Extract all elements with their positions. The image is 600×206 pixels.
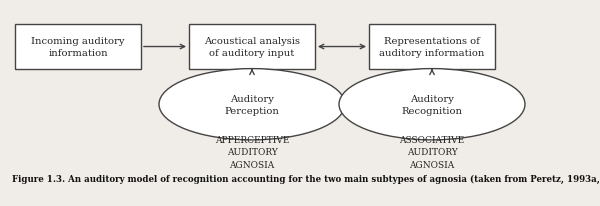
- FancyBboxPatch shape: [15, 25, 141, 70]
- Text: ASSOCIATIVE
AUDITORY
AGNOSIA: ASSOCIATIVE AUDITORY AGNOSIA: [400, 135, 464, 169]
- Ellipse shape: [339, 69, 525, 140]
- Text: Acoustical analysis
of auditory input: Acoustical analysis of auditory input: [204, 37, 300, 58]
- Text: Figure 1.3. An auditory model of recognition accounting for the two main subtype: Figure 1.3. An auditory model of recogni…: [12, 174, 600, 184]
- Text: APPERCEPTIVE
AUDITORY
AGNOSIA: APPERCEPTIVE AUDITORY AGNOSIA: [215, 135, 289, 169]
- FancyBboxPatch shape: [189, 25, 315, 70]
- Text: Auditory
Recognition: Auditory Recognition: [401, 94, 463, 115]
- Text: Incoming auditory
information: Incoming auditory information: [31, 37, 125, 58]
- Ellipse shape: [159, 69, 345, 140]
- Text: Auditory
Perception: Auditory Perception: [224, 94, 280, 115]
- FancyBboxPatch shape: [369, 25, 495, 70]
- Text: Representations of
auditory information: Representations of auditory information: [379, 37, 485, 58]
